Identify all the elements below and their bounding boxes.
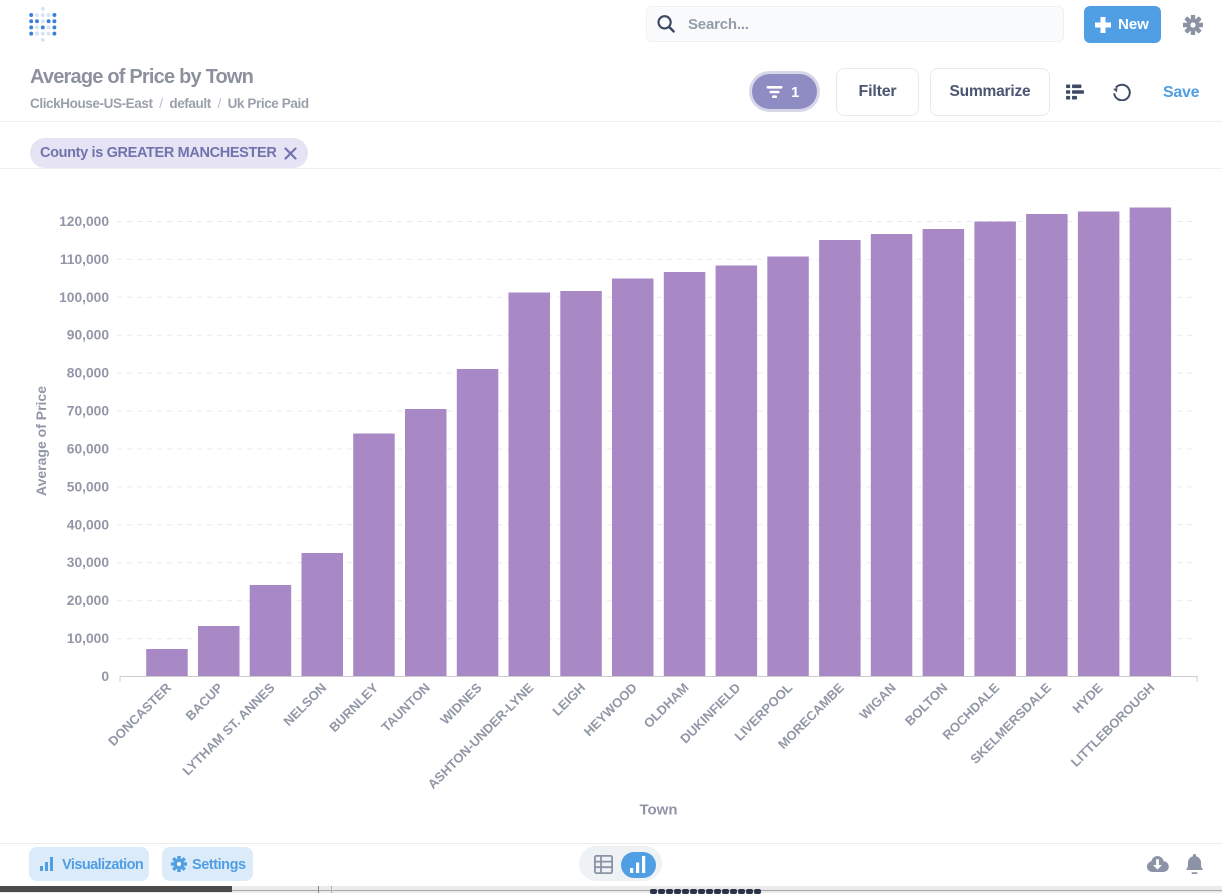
svg-text:HYDE: HYDE: [1070, 680, 1106, 716]
svg-text:90,000: 90,000: [67, 328, 110, 343]
svg-text:TAUNTON: TAUNTON: [378, 680, 433, 735]
svg-text:BOLTON: BOLTON: [902, 680, 951, 729]
svg-text:60,000: 60,000: [67, 442, 110, 457]
svg-text:Average of Price: Average of Price: [33, 386, 49, 496]
svg-text:110,000: 110,000: [60, 252, 109, 267]
svg-text:LEIGH: LEIGH: [549, 680, 588, 719]
svg-text:BURNLEY: BURNLEY: [326, 680, 381, 735]
svg-text:10,000: 10,000: [67, 631, 110, 646]
svg-text:120,000: 120,000: [59, 214, 109, 229]
svg-text:70,000: 70,000: [67, 404, 110, 419]
svg-text:WIDNES: WIDNES: [437, 680, 485, 728]
svg-text:BACUP: BACUP: [183, 680, 227, 724]
svg-text:80,000: 80,000: [67, 366, 110, 381]
svg-text:DONCASTER: DONCASTER: [105, 680, 174, 749]
svg-text:Town: Town: [639, 802, 677, 819]
svg-text:20,000: 20,000: [67, 593, 110, 608]
svg-text:50,000: 50,000: [67, 479, 110, 494]
svg-text:NELSON: NELSON: [280, 680, 329, 729]
svg-text:30,000: 30,000: [67, 555, 110, 570]
svg-text:ASHTON-UNDER-LYNE: ASHTON-UNDER-LYNE: [425, 680, 537, 792]
svg-text:40,000: 40,000: [67, 517, 110, 532]
svg-text:LYTHAM ST. ANNES: LYTHAM ST. ANNES: [179, 680, 278, 779]
svg-text:WIGAN: WIGAN: [856, 680, 898, 722]
svg-text:HEYWOOD: HEYWOOD: [581, 680, 640, 739]
svg-text:100,000: 100,000: [59, 290, 109, 305]
svg-text:OLDHAM: OLDHAM: [641, 680, 692, 731]
svg-text:0: 0: [101, 669, 109, 684]
